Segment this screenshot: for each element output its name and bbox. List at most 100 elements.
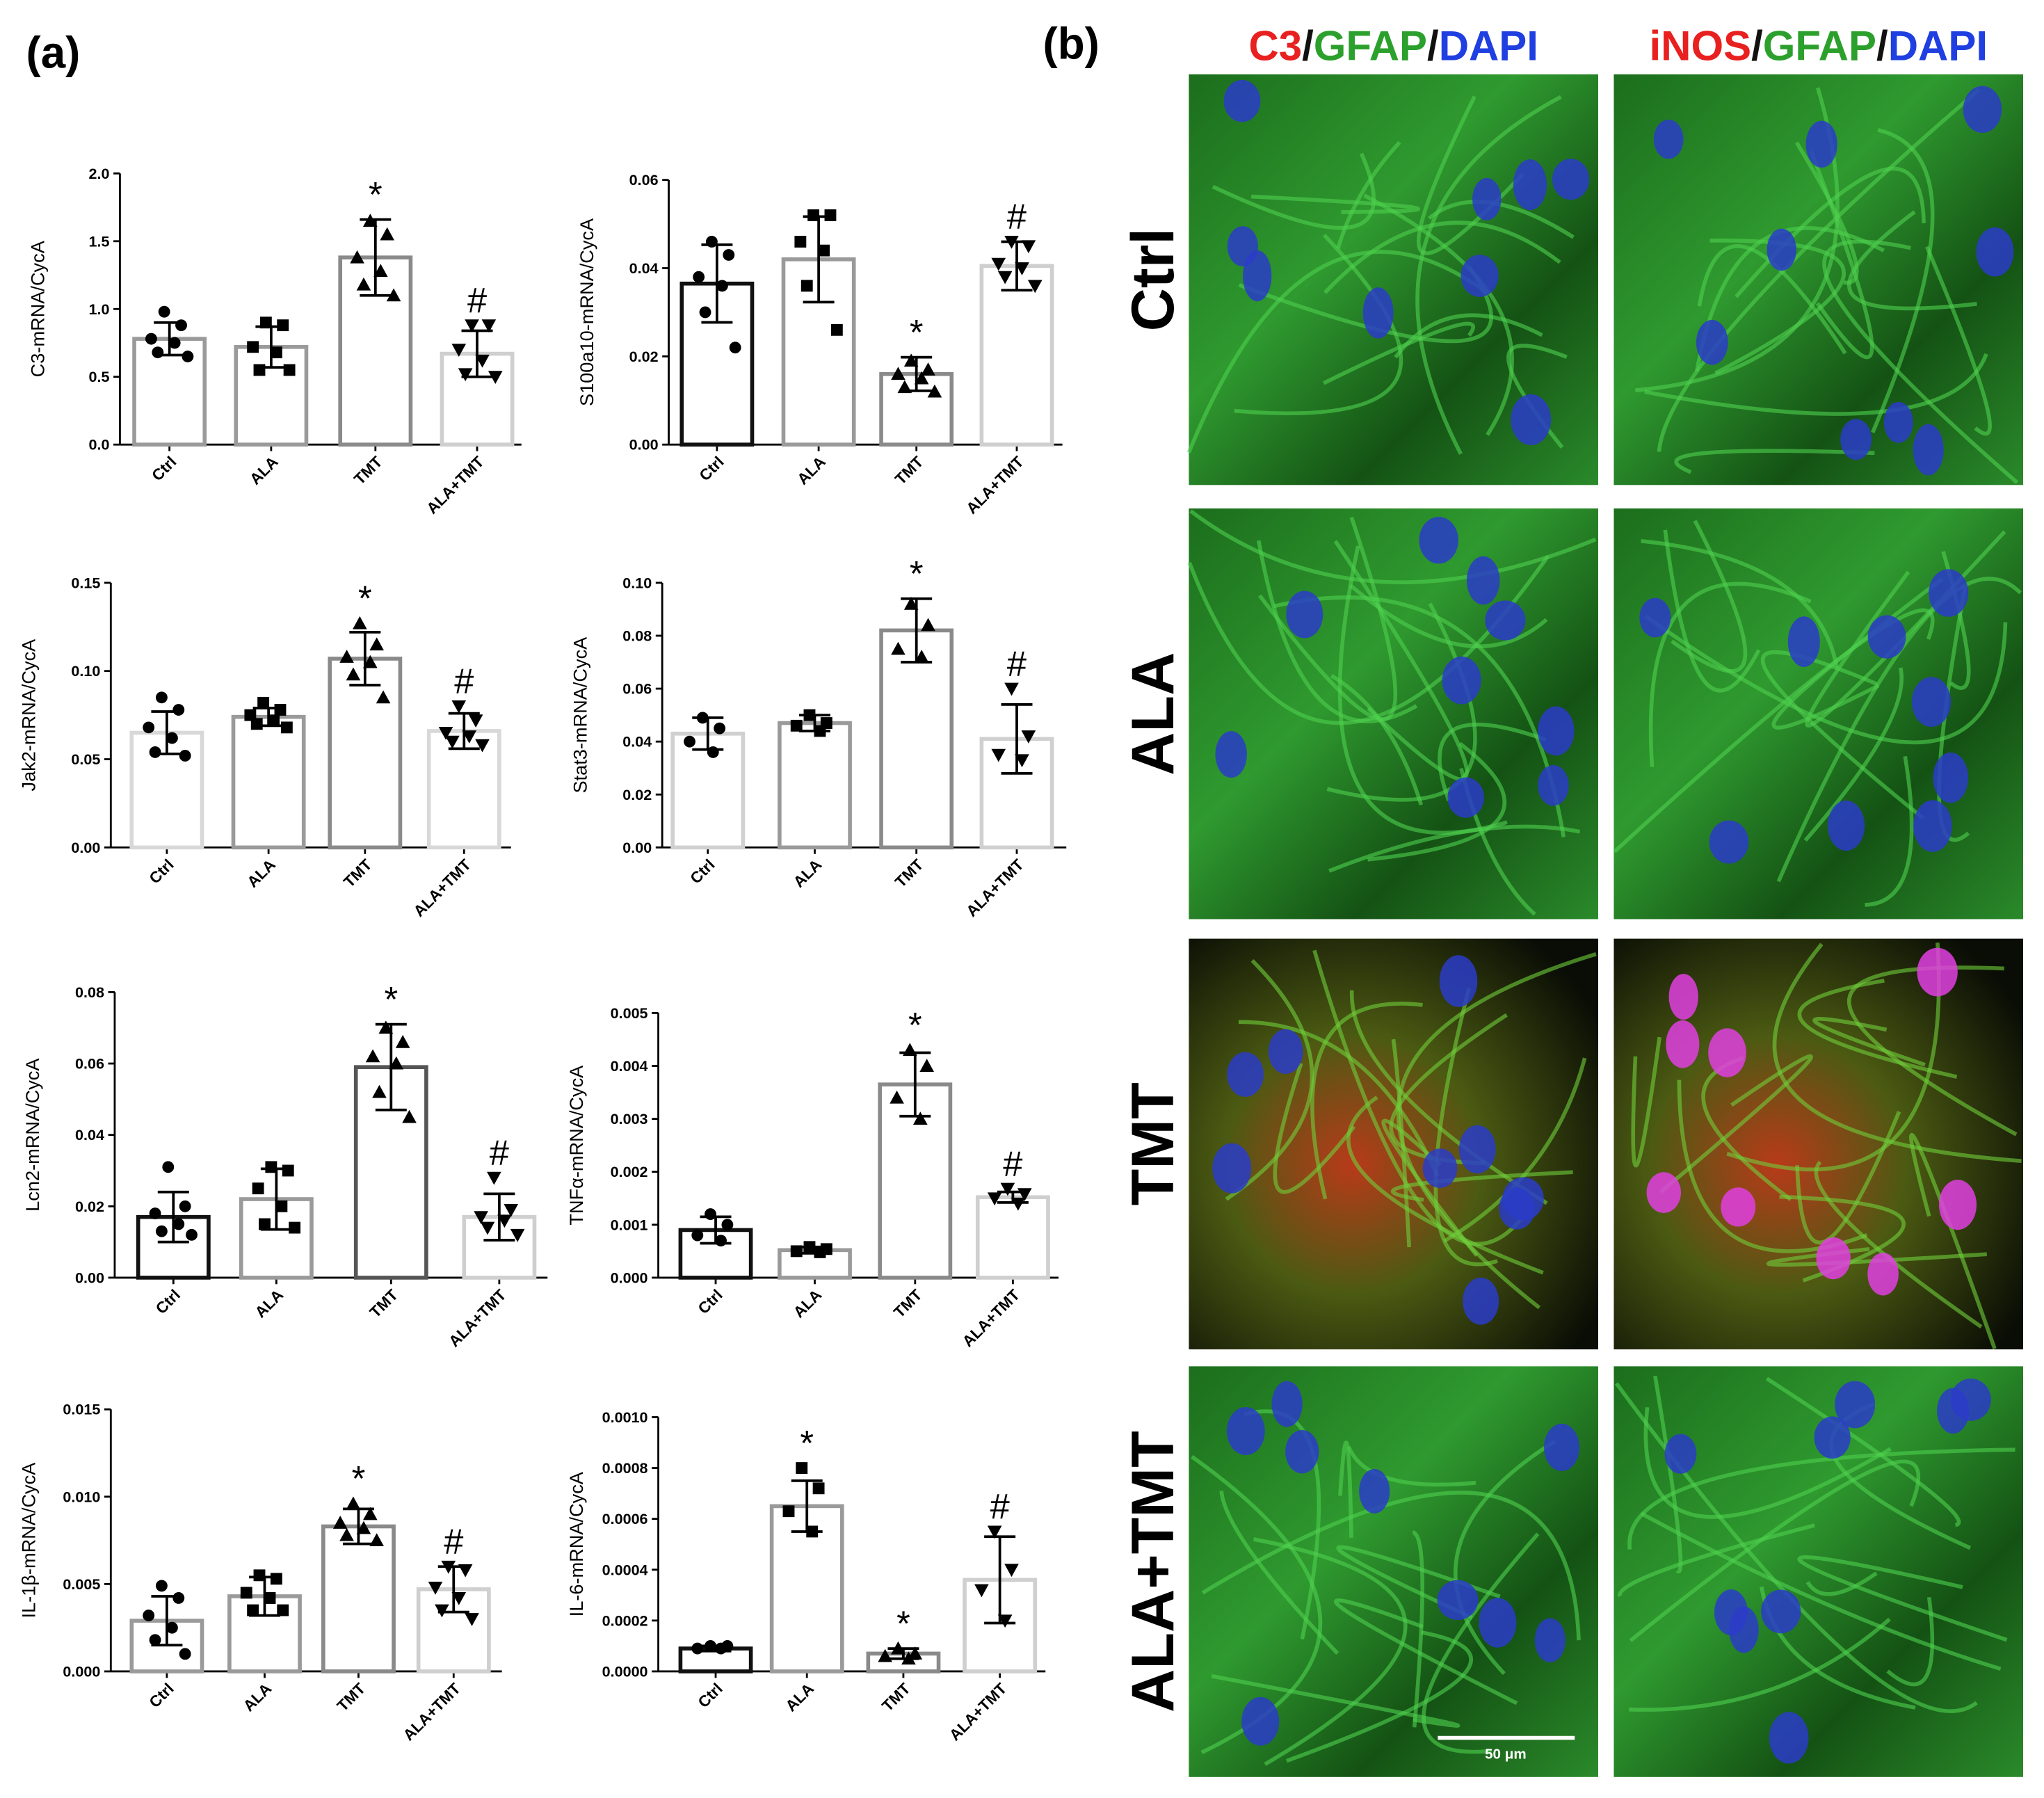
data-point — [280, 721, 293, 734]
fiber — [1629, 1617, 1891, 1712]
fiber — [1333, 540, 1469, 781]
nucleus — [1362, 287, 1394, 339]
data-point — [803, 1241, 816, 1253]
nucleus — [1937, 1388, 1970, 1434]
data-point — [691, 1642, 704, 1655]
significance-mark: * — [800, 1423, 814, 1463]
nucleus — [1767, 228, 1796, 271]
error-bar — [1001, 703, 1033, 775]
data-point — [782, 1505, 795, 1518]
fiber — [1187, 554, 1550, 725]
fiber — [1640, 1511, 2002, 1671]
data-point — [1004, 236, 1019, 249]
fiber — [1629, 1459, 1921, 1642]
data-point — [1017, 1188, 1032, 1201]
data-point — [369, 637, 384, 651]
error-bar — [349, 631, 381, 687]
nucleus — [1938, 1180, 1977, 1230]
data-point — [723, 249, 735, 261]
y-tick-label: 1.0 — [88, 300, 109, 318]
nucleus — [1769, 1712, 1809, 1764]
data-point — [997, 271, 1013, 284]
data-point — [363, 1507, 378, 1520]
data-point — [901, 1651, 916, 1665]
y-tick-label: 0.0006 — [602, 1510, 648, 1527]
data-point — [149, 1634, 161, 1646]
nucleus — [1472, 177, 1502, 220]
y-tick-label: 0.005 — [611, 1004, 648, 1022]
x-tick-label: ALA — [794, 453, 829, 488]
x-tick-label: ALA+TMT — [423, 453, 487, 517]
data-point — [705, 1639, 716, 1652]
data-point — [175, 319, 187, 332]
data-point — [363, 214, 378, 227]
data-point — [462, 730, 477, 744]
nucleus — [1668, 974, 1698, 1020]
data-point — [168, 337, 181, 349]
data-point — [186, 1228, 198, 1241]
data-point — [143, 721, 155, 734]
nucleus — [1227, 1052, 1264, 1097]
error-bar — [360, 218, 392, 297]
nucleus — [1422, 1148, 1458, 1188]
x-tick-label: Ctrl — [152, 1286, 184, 1317]
fiber — [1726, 942, 1941, 1172]
data-point — [155, 1580, 168, 1592]
y-tick-label: 0.0002 — [602, 1612, 648, 1629]
bar — [231, 714, 306, 850]
x-tick-label: Ctrl — [696, 453, 727, 484]
data-point — [794, 236, 807, 248]
nucleus — [1867, 1253, 1899, 1296]
data-point — [891, 1641, 906, 1655]
data-point — [274, 704, 287, 716]
y-tick-label: 0.015 — [63, 1401, 100, 1418]
data-point — [803, 709, 816, 721]
significance-mark: * — [369, 175, 383, 214]
data-point — [365, 1049, 380, 1063]
data-point — [987, 1192, 1002, 1206]
data-point — [1015, 262, 1029, 275]
nucleus — [1646, 1172, 1681, 1213]
fiber — [1336, 1545, 1501, 1620]
x-tick-label: Ctrl — [686, 856, 718, 887]
fiber — [1310, 1002, 1423, 1200]
fiber — [1234, 234, 1403, 416]
nucleus — [1639, 597, 1671, 638]
data-point — [891, 367, 906, 380]
y-tick-label: 0.05 — [71, 750, 100, 768]
data-point — [914, 371, 929, 385]
nucleus — [1285, 1429, 1319, 1474]
significance-mark: * — [908, 1005, 922, 1045]
data-point — [277, 319, 289, 332]
data-point — [814, 1246, 826, 1258]
data-point — [908, 1646, 923, 1660]
header-part: iNOS — [1649, 22, 1751, 69]
data-point — [389, 1056, 404, 1070]
bar — [328, 657, 403, 850]
data-point — [451, 344, 467, 358]
data-point — [166, 1621, 178, 1634]
header-part: / — [1751, 22, 1763, 69]
data-point — [155, 1225, 168, 1237]
error-bar — [157, 1190, 189, 1244]
data-point — [1027, 280, 1043, 294]
nucleus — [1653, 119, 1684, 159]
fiber — [1338, 1440, 1353, 1538]
fiber — [1635, 87, 1840, 392]
y-tick-label: 0.00 — [75, 1269, 104, 1286]
y-tick-label: 0.0008 — [602, 1459, 648, 1477]
fiber — [1925, 246, 1992, 436]
data-point — [919, 1059, 934, 1072]
significance-mark: * — [910, 554, 924, 593]
data-point — [339, 1527, 354, 1541]
row-label: Ctrl — [1120, 228, 1186, 331]
data-point — [796, 1462, 808, 1474]
nucleus — [1243, 250, 1272, 302]
data-point — [465, 1613, 479, 1626]
data-point — [903, 597, 919, 610]
panel-label: (b) — [1043, 18, 1099, 68]
data-point — [991, 748, 1006, 762]
data-point — [714, 722, 726, 735]
data-point — [376, 690, 391, 704]
data-point — [253, 1569, 266, 1582]
